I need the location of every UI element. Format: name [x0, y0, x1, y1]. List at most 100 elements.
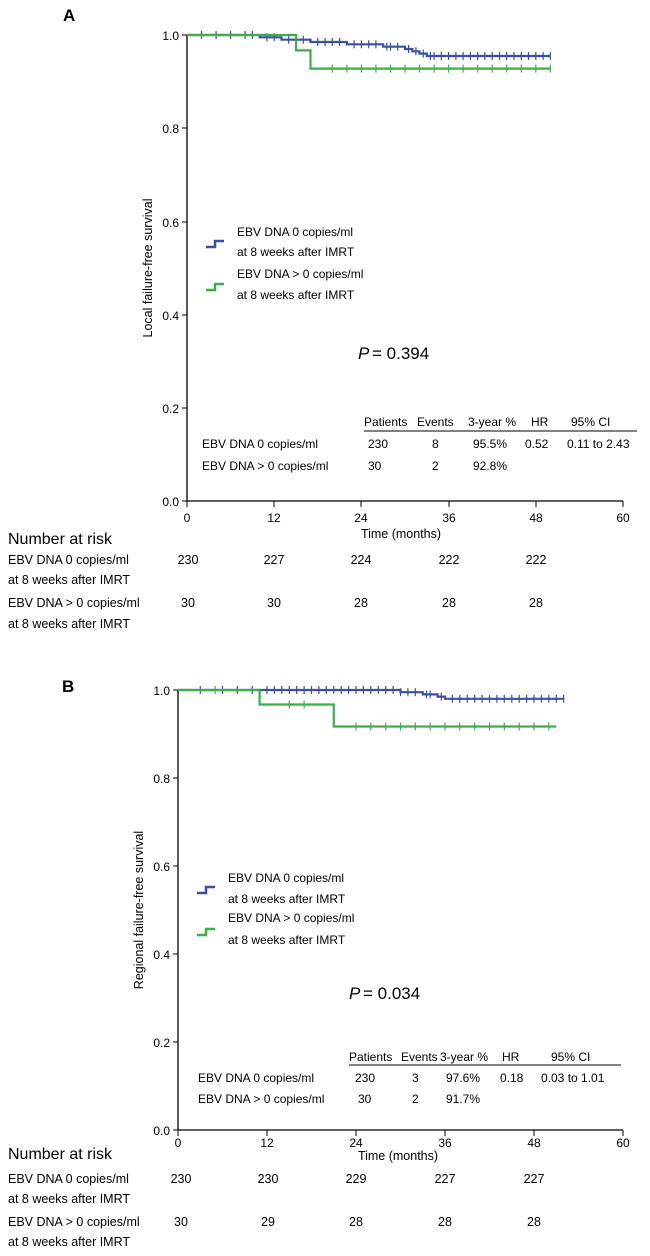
- panel-b-pvalue: P = 0.034: [349, 984, 420, 1003]
- panel-a-xtick-60: 60: [616, 511, 630, 525]
- panel-a-risk-row2-v36: 28: [442, 596, 456, 610]
- panel-b-plot: [178, 686, 565, 731]
- panel-a-xtick-12: 12: [267, 511, 281, 525]
- panel-b-xtick-24: 24: [349, 1136, 363, 1150]
- panel-a-ytick-0.0: 0.0: [162, 495, 179, 509]
- panel-b-risk-row1-v36: 227: [435, 1172, 456, 1186]
- panel-b-xtick-0: 0: [175, 1136, 182, 1150]
- panel-b-stats-row2-patients: 30: [358, 1092, 372, 1106]
- panel-b-xtick-36: 36: [438, 1136, 452, 1150]
- panel-b-risk-row2-v48: 28: [527, 1215, 541, 1229]
- panel-a-risk-title: Number at risk: [8, 531, 113, 548]
- panel-b-ytick-0.4: 0.4: [153, 948, 170, 962]
- panel-a-stats-row2-patients: 30: [368, 459, 382, 473]
- panel-b-risk-row1-v12: 230: [258, 1172, 279, 1186]
- panel-a-legend: EBV DNA 0 copies/ml at 8 weeks after IMR…: [206, 225, 363, 302]
- panel-a-stats-row2-3year: 92.8%: [473, 459, 507, 473]
- panel-b-risk-row2-label2: at 8 weeks after IMRT: [8, 1235, 130, 1249]
- panel-b-risk-row2-v36: 28: [438, 1215, 452, 1229]
- panel-a-legend-blue-line2: at 8 weeks after IMRT: [237, 245, 355, 259]
- panel-a-risk-row2-v24: 28: [354, 596, 368, 610]
- panel-b-stats-header-ci: 95% CI: [551, 1050, 590, 1064]
- panel-b-stats-row1-events: 3: [412, 1071, 419, 1085]
- panel-a-label: A: [63, 6, 75, 25]
- panel-a-y-axis: 1.0 0.8 0.6 0.4 0.2 0.0 Local failure-fr…: [141, 29, 188, 509]
- panel-a-xtick-48: 48: [529, 511, 543, 525]
- panel-b-stats-row1-patients: 230: [355, 1071, 375, 1085]
- panel-a-risk-row1-v24: 224: [351, 553, 372, 567]
- panel-a-ytick-0.6: 0.6: [162, 216, 179, 230]
- panel-a-x-axis: 0 12 24 36 48 60 Time (months): [184, 500, 630, 541]
- panel-b-xtick-60: 60: [616, 1136, 630, 1150]
- panel-a-risk-row1-v48: 222: [526, 553, 547, 567]
- panel-b: B 1.0 0.8 0.6 0.4 0.2 0.0 Regional failu…: [8, 677, 630, 1249]
- panel-b-xtick-12: 12: [260, 1136, 274, 1150]
- panel-b-pvalue-text: = 0.034: [363, 984, 420, 1003]
- panel-b-stats-row1-hr: 0.18: [500, 1071, 524, 1085]
- panel-a-risk-row1-label2: at 8 weeks after IMRT: [8, 573, 130, 587]
- panel-b-y-axis: 1.0 0.8 0.6 0.4 0.2 0.0 Regional failure…: [132, 684, 179, 1138]
- panel-a-pvalue-label: P: [358, 344, 370, 363]
- panel-a-stats-header-events: Events: [417, 415, 454, 429]
- panel-b-risk-row1-label2: at 8 weeks after IMRT: [8, 1192, 130, 1206]
- panel-a-plot: [187, 31, 551, 73]
- panel-b-stats-header-3year: 3-year %: [440, 1050, 488, 1064]
- panel-b-x-axis: 0 12 24 36 48 60 Time (months): [175, 1129, 630, 1163]
- panel-a-stats-row2-events: 2: [432, 459, 439, 473]
- panel-b-stats-header-events: Events: [401, 1050, 438, 1064]
- panel-a-legend-blue-line1: EBV DNA 0 copies/ml: [237, 225, 353, 239]
- panel-a-legend-green-line1: EBV DNA > 0 copies/ml: [237, 267, 363, 281]
- panel-b-risk-row2-v0: 30: [174, 1215, 188, 1229]
- panel-b-pvalue-label: P: [349, 984, 361, 1003]
- panel-b-risk-table: Number at risk EBV DNA 0 copies/ml at 8 …: [8, 1146, 544, 1249]
- panel-a-stats-header-patients: Patients: [364, 415, 407, 429]
- panel-b-stats-row2-3year: 91.7%: [446, 1092, 480, 1106]
- panel-a-risk-row1-label: EBV DNA 0 copies/ml: [8, 553, 129, 567]
- panel-a-pvalue: P = 0.394: [358, 344, 429, 363]
- panel-b-label: B: [62, 677, 74, 696]
- panel-a-curve-blue: [187, 33, 551, 58]
- panel-b-ytick-0.2: 0.2: [153, 1036, 170, 1050]
- panel-b-risk-row2-v12: 29: [261, 1215, 275, 1229]
- panel-a-x-label: Time (months): [361, 527, 441, 541]
- panel-b-y-label: Regional failure-free survival: [132, 831, 146, 989]
- panel-b-stats-row1-ci: 0.03 to 1.01: [541, 1071, 605, 1085]
- panel-a-stats-row2-label: EBV DNA > 0 copies/ml: [202, 459, 328, 473]
- panel-b-risk-row2-label: EBV DNA > 0 copies/ml: [8, 1215, 140, 1229]
- panel-a-risk-row1-v0: 230: [178, 553, 199, 567]
- panel-a-legend-swatch-blue: [206, 239, 224, 249]
- panel-a-stats-header-ci: 95% CI: [571, 415, 610, 429]
- panel-a-stats-row1-patients: 230: [368, 437, 388, 451]
- panel-b-xtick-48: 48: [527, 1136, 541, 1150]
- panel-b-stats-row1-3year: 97.6%: [446, 1071, 480, 1085]
- panel-b-risk-row1-v24: 229: [346, 1172, 367, 1186]
- panel-a-ytick-1.0: 1.0: [162, 29, 179, 43]
- panel-a-risk-table: Number at risk EBV DNA 0 copies/ml at 8 …: [8, 531, 546, 631]
- panel-a-ytick-0.8: 0.8: [162, 122, 179, 136]
- panel-b-risk-row2-v24: 28: [349, 1215, 363, 1229]
- panel-a-y-label: Local failure-free survival: [141, 199, 155, 338]
- panel-b-legend-blue-line1: EBV DNA 0 copies/ml: [228, 871, 344, 885]
- panel-a-ytick-0.4: 0.4: [162, 309, 179, 323]
- panel-a-stats-row1-3year: 95.5%: [473, 437, 507, 451]
- panel-b-risk-title: Number at risk: [8, 1146, 113, 1163]
- panel-a-stats-row1-events: 8: [432, 437, 439, 451]
- panel-b-legend: EBV DNA 0 copies/ml at 8 weeks after IMR…: [197, 871, 354, 947]
- panel-b-stats-row2-events: 2: [412, 1092, 419, 1106]
- panel-b-ytick-0.6: 0.6: [153, 860, 170, 874]
- panel-b-stats-header-hr: HR: [502, 1050, 520, 1064]
- panel-a-risk-row2-v48: 28: [529, 596, 543, 610]
- panel-b-legend-green-line2: at 8 weeks after IMRT: [228, 933, 346, 947]
- panel-a-legend-swatch-green: [206, 282, 224, 292]
- panel-a-stats-header-hr: HR: [531, 415, 549, 429]
- panel-b-curve-green: [178, 688, 557, 728]
- panel-a-xtick-0: 0: [184, 511, 191, 525]
- panel-b-ytick-0.0: 0.0: [153, 1124, 170, 1138]
- panel-b-stats-header-patients: Patients: [349, 1050, 392, 1064]
- panel-a: A 1.0 0.8 0.6 0.4 0.2 0.0 Local failure-…: [8, 6, 637, 631]
- panel-a-stats-table: Patients Events 3-year % HR 95% CI EBV D…: [202, 415, 637, 473]
- panel-a-risk-row2-v0: 30: [181, 596, 195, 610]
- panel-b-legend-green-line1: EBV DNA > 0 copies/ml: [228, 911, 354, 925]
- panel-b-legend-swatch-green: [197, 927, 215, 937]
